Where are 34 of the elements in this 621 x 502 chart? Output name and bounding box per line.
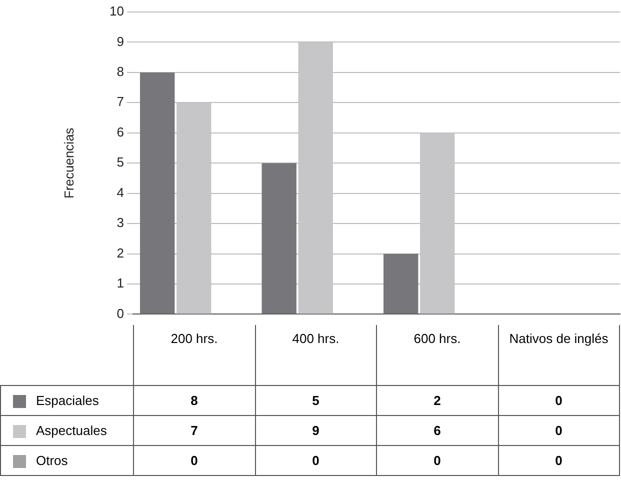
y-tick-label: 7: [116, 94, 124, 110]
data-label: 2: [376, 386, 498, 416]
x-tick-label: 600 hrs.: [376, 325, 498, 386]
y-tick-label: 3: [116, 215, 124, 230]
data-label: 0: [498, 446, 620, 476]
data-label: 5: [255, 386, 376, 416]
y-tick-label: 5: [116, 154, 124, 170]
y-tick-label: 10: [110, 4, 124, 19]
data-label: 6: [376, 416, 498, 446]
bar: [298, 42, 333, 314]
y-tick-label: 8: [116, 64, 124, 80]
legend-label: Otros: [0, 446, 134, 476]
x-tick-label: Nativos de inglés: [498, 325, 620, 386]
legend-label: Aspectuales: [0, 416, 134, 446]
y-tick-label: 1: [116, 276, 124, 291]
legend-label: Espaciales: [0, 386, 134, 416]
data-label: 0: [498, 386, 620, 416]
bar: [140, 72, 175, 314]
x-tick-label: 200 hrs.: [134, 325, 255, 386]
y-tick-label: 6: [116, 124, 124, 140]
bar: [384, 254, 418, 314]
bar: [176, 102, 212, 314]
y-tick-label: 9: [116, 34, 124, 49]
y-tick-label: 2: [116, 245, 124, 260]
bar: [420, 132, 455, 314]
data-label: 0: [376, 446, 498, 476]
data-label: 0: [255, 446, 376, 476]
y-axis-title: Frecuencias: [61, 127, 76, 199]
y-tick-label: 0: [116, 306, 124, 321]
y-tick-label: 4: [116, 184, 124, 200]
data-label: 9: [255, 416, 376, 446]
bar: [262, 163, 296, 314]
data-label: 0: [498, 416, 620, 446]
x-tick-label: 400 hrs.: [255, 325, 376, 386]
